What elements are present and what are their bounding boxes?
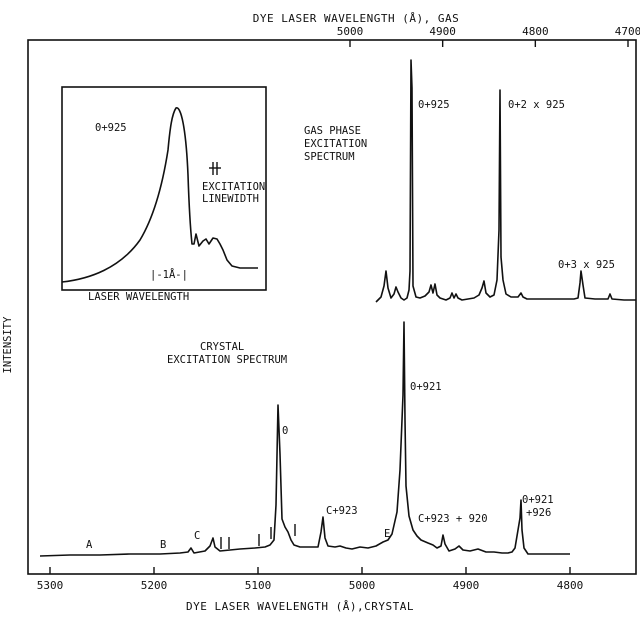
inset-spectrum-trace	[61, 107, 258, 283]
bottom-axis-ticks: 5300 5200 5100 5000 4900 4800	[37, 567, 584, 592]
top-axis-tick-label-4800: 4800	[522, 25, 549, 38]
inset-x-label: LASER WAVELENGTH	[88, 291, 189, 303]
crystal-peak-label-0: 0	[282, 425, 288, 437]
crystal-peak-label-c923: C+923	[326, 505, 358, 517]
linewidth-marker-icon	[209, 162, 221, 175]
crystal-spectrum-trace	[39, 321, 570, 557]
lattice-marker-lines	[220, 524, 296, 549]
top-axis-tick-label-4700: 4700	[615, 25, 640, 38]
bottom-axis-tick-label-5200: 5200	[141, 579, 168, 592]
y-axis-label: INTENSITY	[2, 316, 14, 374]
crystal-peak-label-0921: 0+921	[410, 381, 442, 393]
gas-peak-label-2: 0+2 x 925	[508, 99, 565, 111]
bottom-axis-tick-label-4900: 4900	[453, 579, 480, 592]
feature-label-b: B	[160, 539, 166, 551]
bottom-axis-tick-label-5300: 5300	[37, 579, 64, 592]
bottom-axis-title: DYE LASER WAVELENGTH (Å),CRYSTAL	[186, 600, 414, 613]
crystal-peak-label-c923-920: C+923 + 920	[418, 513, 488, 525]
crystal-title-line-1: CRYSTAL	[200, 341, 244, 353]
gas-peak-label-3: 0+3 x 925	[558, 259, 615, 271]
bottom-axis-tick-label-5000: 5000	[349, 579, 376, 592]
inset-linewidth-label-2: LINEWIDTH	[202, 193, 259, 205]
inset-peak-label: 0+925	[95, 122, 127, 134]
feature-label-c: C	[194, 530, 200, 542]
gas-spectrum-trace	[375, 59, 636, 303]
gas-title-line-1: GAS PHASE	[304, 125, 361, 137]
crystal-peak-label-0921-926: 0+921 +926	[522, 494, 560, 519]
inset-frame	[61, 86, 267, 291]
top-axis-tick-label-4900: 4900	[429, 25, 456, 38]
top-axis-ticks: 5000 4900 4800 4700	[337, 25, 640, 47]
crystal-title-line-2: EXCITATION SPECTRUM	[167, 354, 287, 366]
gas-title-line-3: SPECTRUM	[304, 151, 355, 163]
plot-frame	[27, 39, 637, 575]
gas-peak-label-1: 0+925	[418, 99, 450, 111]
top-axis-title: DYE LASER WAVELENGTH (Å), GAS	[253, 12, 460, 25]
bottom-axis-tick-label-5100: 5100	[245, 579, 272, 592]
gas-title-line-2: EXCITATION	[304, 138, 367, 150]
inset-scale-label: |-1Å-|	[150, 268, 188, 281]
inset-linewidth-label-1: EXCITATION	[202, 181, 265, 193]
bottom-axis-tick-label-4800: 4800	[557, 579, 584, 592]
feature-label-a: A	[86, 539, 93, 551]
feature-label-e: E	[384, 528, 390, 540]
top-axis-tick-label-5000: 5000	[337, 25, 364, 38]
